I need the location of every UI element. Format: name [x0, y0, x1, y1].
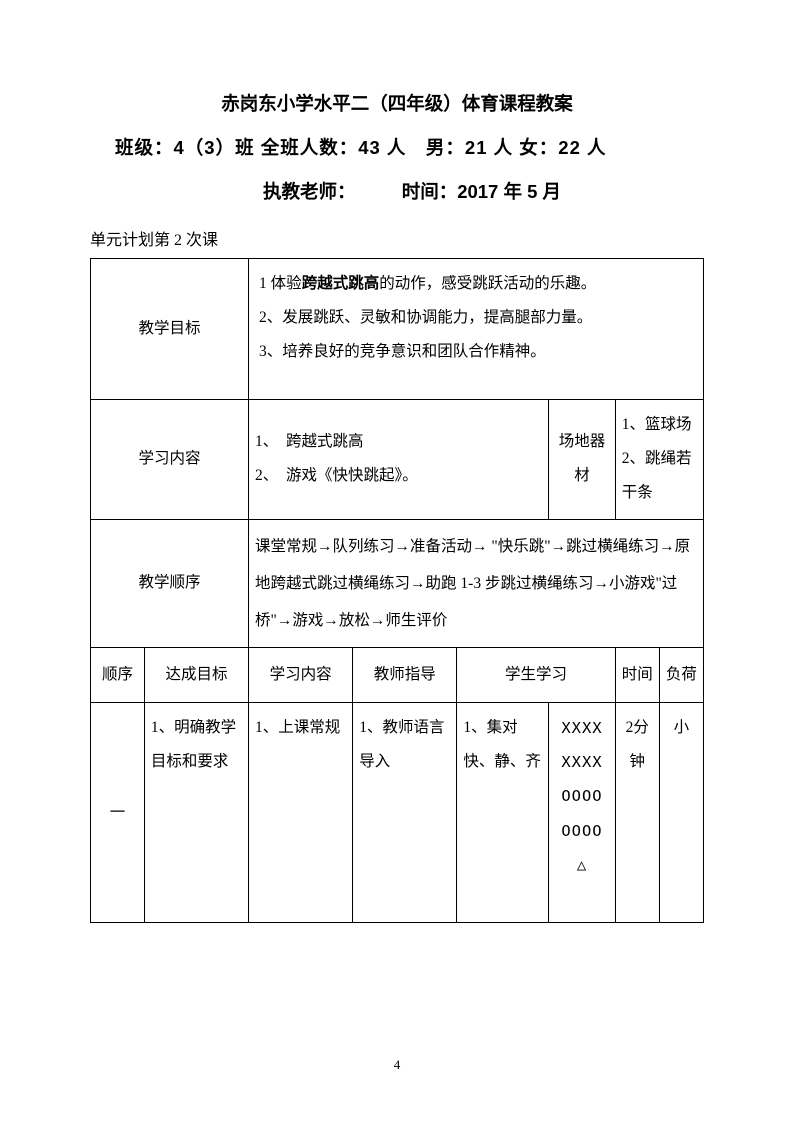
row-content: 1、上课常规 — [249, 703, 353, 923]
teach-sequence-label: 教学顺序 — [91, 519, 249, 648]
header-time: 时间 — [615, 648, 659, 703]
formation-l5: △ — [555, 848, 609, 882]
study-content-label: 学习内容 — [91, 400, 249, 519]
content-row: 学习内容 1、 跨越式跳高 2、 游戏《快快跳起》。 场地器材 1、篮球场 2、… — [91, 400, 704, 519]
doc-title: 赤岗东小学水平二（四年级）体育课程教案 — [90, 90, 704, 116]
row-load: 小 — [659, 703, 703, 923]
venue-label: 场地器材 — [549, 400, 616, 519]
goals-content: 1 体验跨越式跳高的动作，感受跳跃活动的乐趣。 2、发展跳跃、灵敏和协调能力，提… — [249, 259, 704, 400]
formation-l1: XXXX — [555, 711, 609, 745]
row-formation: XXXX XXXX OOOO OOOO △ — [549, 703, 616, 923]
unit-plan: 单元计划第 2 次课 — [90, 226, 704, 250]
header-guide: 教师指导 — [353, 648, 457, 703]
header-seq: 顺序 — [91, 648, 145, 703]
study-content-1: 1、 跨越式跳高 — [255, 425, 542, 459]
row-guide: 1、教师语言导入 — [353, 703, 457, 923]
goal1-prefix: 1 体验 — [259, 275, 302, 292]
row-study: 1、集对快、静、齐 — [457, 703, 549, 923]
venue-2: 2、跳绳若干条 — [622, 442, 697, 510]
formation-l3: OOOO — [555, 779, 609, 813]
study-content-2: 2、 游戏《快快跳起》。 — [255, 459, 542, 493]
header-study: 学生学习 — [457, 648, 615, 703]
goal3: 3、培养良好的竞争意识和团队合作精神。 — [259, 335, 697, 369]
header-content: 学习内容 — [249, 648, 353, 703]
class-info: 班级：4（3）班 全班人数：43 人 男：21 人 女：22 人 — [90, 134, 704, 160]
header-load: 负荷 — [659, 648, 703, 703]
header-goal: 达成目标 — [144, 648, 248, 703]
venue-1: 1、篮球场 — [622, 408, 697, 442]
row-time: 2分钟 — [615, 703, 659, 923]
page-number: 4 — [0, 1057, 794, 1073]
formation-l2: XXXX — [555, 745, 609, 779]
teach-sequence-content: 课堂常规→队列练习→准备活动→ "快乐跳"→跳过横绳练习→原地跨越式跳过横绳练习… — [249, 519, 704, 648]
goal1-suffix: 的动作，感受跳跃活动的乐趣。 — [379, 275, 596, 292]
goals-row: 教学目标 1 体验跨越式跳高的动作，感受跳跃活动的乐趣。 2、发展跳跃、灵敏和协… — [91, 259, 704, 400]
table-header-row: 顺序 达成目标 学习内容 教师指导 学生学习 时间 负荷 — [91, 648, 704, 703]
row-seq: 一 — [91, 703, 145, 923]
lesson-table: 教学目标 1 体验跨越式跳高的动作，感受跳跃活动的乐趣。 2、发展跳跃、灵敏和协… — [90, 258, 704, 923]
sequence-row: 教学顺序 课堂常规→队列练习→准备活动→ "快乐跳"→跳过横绳练习→原地跨越式跳… — [91, 519, 704, 648]
goal2: 2、发展跳跃、灵敏和协调能力，提高腿部力量。 — [259, 301, 697, 335]
row-goal: 1、明确教学目标和要求 — [144, 703, 248, 923]
teacher-info: 执教老师： 时间：2017 年 5 月 — [90, 178, 704, 204]
goals-label: 教学目标 — [91, 259, 249, 400]
table-row: 一 1、明确教学目标和要求 1、上课常规 1、教师语言导入 1、集对快、静、齐 … — [91, 703, 704, 923]
venue-content: 1、篮球场 2、跳绳若干条 — [615, 400, 703, 519]
goal1-bold: 跨越式跳高 — [302, 275, 380, 292]
formation-l4: OOOO — [555, 814, 609, 848]
study-content: 1、 跨越式跳高 2、 游戏《快快跳起》。 — [249, 400, 549, 519]
